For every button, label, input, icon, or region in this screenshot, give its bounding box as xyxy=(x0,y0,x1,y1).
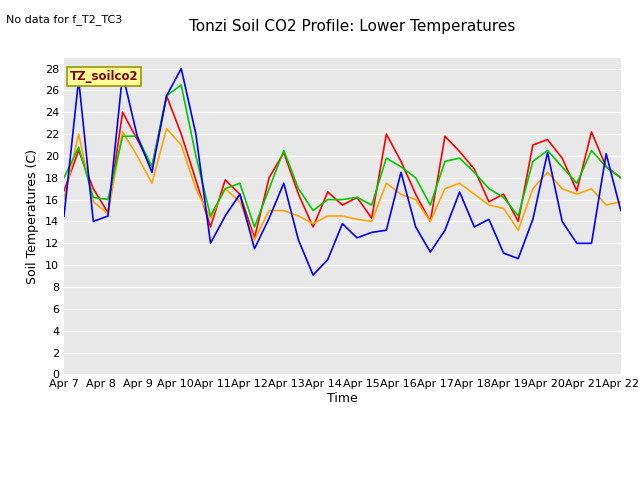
Text: Tonzi Soil CO2 Profile: Lower Temperatures: Tonzi Soil CO2 Profile: Lower Temperatur… xyxy=(189,19,515,34)
Legend: Open -8cm, Tree -8cm, Open -16cm, Tree -16cm: Open -8cm, Tree -8cm, Open -16cm, Tree -… xyxy=(110,478,575,480)
X-axis label: Time: Time xyxy=(327,392,358,405)
Y-axis label: Soil Temperatures (C): Soil Temperatures (C) xyxy=(26,148,39,284)
Text: No data for f_T2_TC3: No data for f_T2_TC3 xyxy=(6,14,123,25)
Text: TZ_soilco2: TZ_soilco2 xyxy=(70,70,138,83)
